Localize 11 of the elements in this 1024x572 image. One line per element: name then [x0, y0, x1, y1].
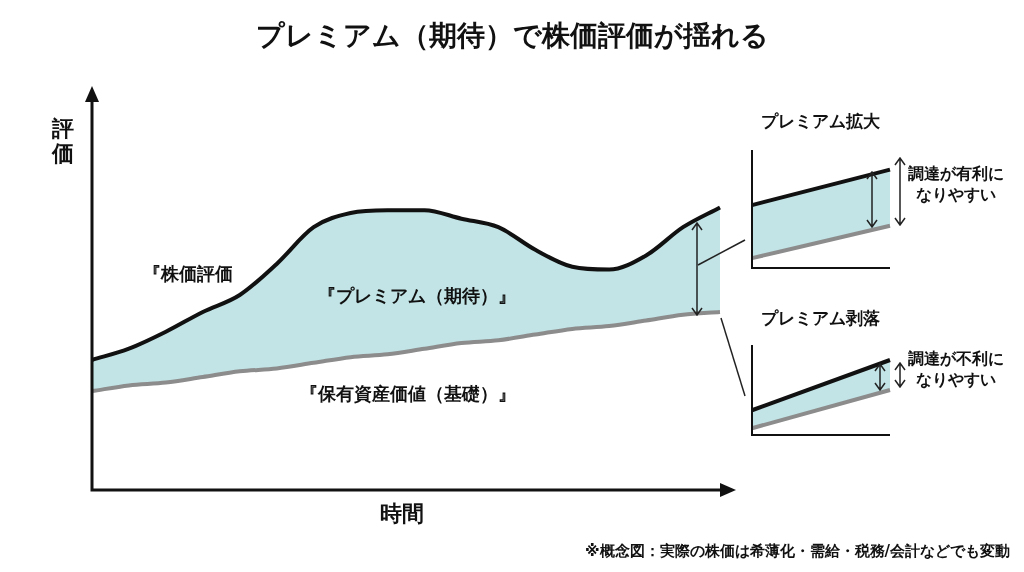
series-label: 『保有資産価値（基礎）』	[300, 382, 516, 406]
annotation: 『プレミアム（期待）』	[318, 284, 516, 308]
series-label: 『株価評価	[143, 262, 233, 286]
text: ※概念図：実際の株価は希薄化・需給・税務/会計などでも変動	[583, 542, 1010, 562]
chart-title: プレミアム拡大	[759, 110, 881, 133]
annotation: 調達が不利になりやすい	[907, 349, 1005, 391]
chart-title: プレミアム剥落	[759, 307, 881, 330]
y-axis-title: 評価	[52, 116, 75, 167]
x-axis-title: 時間	[380, 500, 424, 528]
chart-title: プレミアム（期待）で株価評価が揺れる	[254, 18, 770, 54]
annotation: 調達が有利になりやすい	[907, 164, 1005, 206]
